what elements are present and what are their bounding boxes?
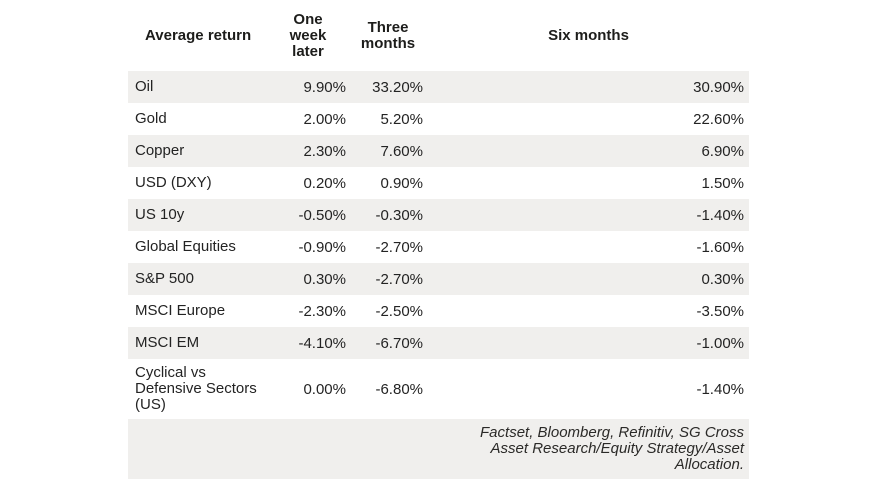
table-header-row: Average return One week later Three mont…	[128, 0, 749, 71]
six-months-value: -3.50%	[696, 302, 744, 320]
table-row-oil: Oil 9.90% 33.20% 30.90%	[128, 71, 749, 103]
three-months-value: -2.70%	[375, 270, 423, 288]
row-label: S&P 500	[135, 270, 194, 287]
row-label: MSCI Europe	[135, 302, 226, 319]
three-months-value: -6.80%	[375, 380, 423, 398]
row-label: Oil	[135, 78, 154, 95]
three-months-value: -2.50%	[375, 302, 423, 320]
six-months-value: -1.00%	[696, 334, 744, 352]
one-week-value: 2.00%	[303, 110, 346, 128]
three-months-value: 5.20%	[380, 110, 423, 128]
three-months-value: 7.60%	[380, 142, 423, 160]
one-week-value: 0.20%	[303, 174, 346, 192]
three-months-value: 33.20%	[372, 78, 423, 96]
row-label: MSCI EM	[135, 334, 200, 351]
one-week-value: -2.30%	[298, 302, 346, 320]
row-label: USD (DXY)	[135, 174, 212, 191]
six-months-value: 22.60%	[693, 110, 744, 128]
column-header-three-months: Three months	[360, 18, 416, 52]
one-week-value: 0.30%	[303, 270, 346, 288]
table-row-cyclical-vs-defensive: Cyclical vs Defensive Sectors (US) 0.00%…	[128, 359, 749, 419]
average-return-table: Average return One week later Three mont…	[128, 0, 749, 479]
six-months-value: 6.90%	[701, 142, 744, 160]
six-months-value: 0.30%	[701, 270, 744, 288]
three-months-value: -6.70%	[375, 334, 423, 352]
three-months-value: -2.70%	[375, 238, 423, 256]
three-months-value: 0.90%	[380, 174, 423, 192]
one-week-value: -4.10%	[298, 334, 346, 352]
row-label: Cyclical vs Defensive Sectors (US)	[135, 364, 257, 413]
one-week-value: 9.90%	[303, 78, 346, 96]
table-row-msci-europe: MSCI Europe -2.30% -2.50% -3.50%	[128, 295, 749, 327]
one-week-value: 2.30%	[303, 142, 346, 160]
six-months-value: -1.60%	[696, 238, 744, 256]
column-header-six-months: Six months	[548, 26, 629, 44]
row-label: Copper	[135, 142, 185, 159]
six-months-value: -1.40%	[696, 206, 744, 224]
row-label: Gold	[135, 110, 167, 127]
three-months-value: -0.30%	[375, 206, 423, 224]
one-week-value: -0.50%	[298, 206, 346, 224]
column-header-average-return: Average return	[145, 26, 252, 44]
column-header-one-week-later: One week later	[289, 10, 327, 60]
six-months-value: 30.90%	[693, 78, 744, 96]
table-row-gold: Gold 2.00% 5.20% 22.60%	[128, 103, 749, 135]
table-row-us-10y: US 10y -0.50% -0.30% -1.40%	[128, 199, 749, 231]
source-note: Factset, Bloomberg, Refinitiv, SG Cross …	[480, 424, 744, 473]
row-label: US 10y	[135, 206, 185, 223]
six-months-value: 1.50%	[701, 174, 744, 192]
table-row-global-equities: Global Equities -0.90% -2.70% -1.60%	[128, 231, 749, 263]
one-week-value: 0.00%	[303, 380, 346, 398]
table-row-sp-500: S&P 500 0.30% -2.70% 0.30%	[128, 263, 749, 295]
source-row: Factset, Bloomberg, Refinitiv, SG Cross …	[128, 419, 749, 479]
six-months-value: -1.40%	[696, 380, 744, 398]
row-label: Global Equities	[135, 238, 236, 255]
one-week-value: -0.90%	[298, 238, 346, 256]
table-row-copper: Copper 2.30% 7.60% 6.90%	[128, 135, 749, 167]
table-row-msci-em: MSCI EM -4.10% -6.70% -1.00%	[128, 327, 749, 359]
table-row-usd-dxy: USD (DXY) 0.20% 0.90% 1.50%	[128, 167, 749, 199]
